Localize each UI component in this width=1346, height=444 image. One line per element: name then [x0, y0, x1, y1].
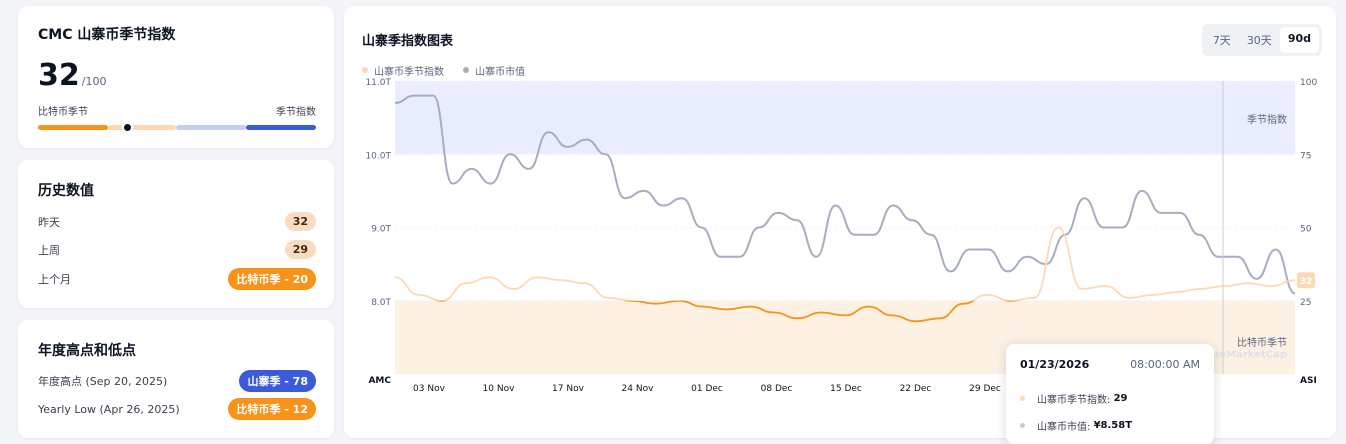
current-value-badge-bg: [1297, 272, 1315, 289]
right-tick-label: 100: [1300, 78, 1317, 88]
yearly-low-date: (Apr 26, 2025): [99, 402, 180, 416]
timeframe-tabs: 7天 30天 90d: [1201, 24, 1322, 56]
history-row-last-month: 上个月 比特币季 - 20: [38, 268, 316, 290]
yearly-low-row: Yearly Low (Apr 26, 2025) 比特币季 - 12: [38, 398, 316, 420]
left-tick-label: 9.0T: [371, 225, 391, 235]
yearly-card: 年度高点和低点 年度高点 (Sep 20, 2025) 山寨季 - 78 Yea…: [18, 320, 334, 438]
index-max: /100: [81, 75, 107, 88]
series-line-index-above: [395, 226, 1295, 301]
history-card: 历史数值 昨天 32 上周 29 上个月 比特币季 - 20: [18, 160, 334, 308]
tab-90d[interactable]: 90d: [1279, 27, 1319, 53]
left-tick-label: 10.0T: [365, 151, 391, 161]
x-tick-label: 17 Nov: [552, 384, 585, 394]
x-tick-label: 03 Nov: [413, 384, 446, 394]
x-tick-label: 01 Dec: [691, 384, 723, 394]
tooltip-cap-label: 山寨币市值:: [1037, 422, 1091, 433]
history-value-badge: 32: [284, 212, 316, 231]
history-value-badge: 比特币季 - 20: [228, 268, 316, 290]
yearly-high-text: 年度高点 (Sep 20, 2025): [38, 373, 167, 389]
yearly-high-row: 年度高点 (Sep 20, 2025) 山寨季 - 78: [38, 370, 316, 392]
history-row-last-week: 上周 29: [38, 240, 316, 259]
watermark: CoinMarketCap: [1201, 349, 1287, 360]
legend-label: 山寨币季节指数: [374, 66, 444, 78]
x-tick-label: 29 Dec: [969, 384, 1001, 394]
chart-tooltip: 01/23/2026 08:00:00 AM 山寨币季节指数: 29 山寨币市值…: [1006, 344, 1214, 444]
tooltip-cap-value: ¥8.58T: [1093, 420, 1133, 431]
left-tick-label: 11.0T: [365, 78, 391, 88]
gauge-knob: [121, 122, 133, 133]
series-line-market-cap: [394, 94, 1296, 295]
history-label: 昨天: [38, 215, 60, 229]
x-tick-label: 22 Dec: [900, 384, 932, 394]
yearly-high-date: (Sep 20, 2025): [85, 375, 168, 388]
yearly-high-badge: 山寨季 - 78: [239, 370, 316, 392]
yearly-low-text: Yearly Low (Apr 26, 2025): [38, 403, 180, 416]
legend-label: 山寨币市值: [475, 66, 526, 78]
tooltip-time: 08:00:00 AM: [1130, 358, 1200, 371]
altseason-zone: [395, 81, 1295, 155]
index-card-title: CMC 山寨币季节指数: [38, 27, 176, 43]
left-tick-label: 8.0T: [371, 298, 391, 308]
yearly-high-label: 年度高点: [38, 375, 82, 388]
gauge-seg-2: [108, 125, 176, 130]
chart-title: 山寨季指数图表: [362, 34, 454, 49]
x-tick-label: 15 Dec: [830, 384, 862, 394]
right-tick-label: 75: [1300, 151, 1311, 161]
tooltip-header: 01/23/2026 08:00:00 AM: [1020, 358, 1200, 371]
tooltip-index-value: 29: [1113, 393, 1128, 404]
right-axis-tag: ASI: [1300, 376, 1317, 386]
index-value-wrap: 32 /100: [38, 58, 106, 93]
legend-item-cap[interactable]: 山寨币市值: [463, 63, 525, 78]
index-card: CMC 山寨币季节指数 32 /100 比特币季节 季节指数: [18, 6, 334, 148]
legend-dot: [463, 67, 470, 73]
tooltip-date: 01/23/2026: [1020, 358, 1090, 371]
gauge-seg-1: [38, 125, 108, 130]
x-tick-label: 10 Nov: [483, 384, 516, 394]
altseason-label: 季节指数: [276, 107, 316, 118]
history-title: 历史数值: [38, 183, 94, 199]
current-value-badge: 32: [1300, 277, 1313, 287]
history-value-badge: 29: [284, 240, 316, 259]
tooltip-index-dot: [1020, 396, 1025, 401]
gauge-seg-3: [176, 125, 246, 130]
altseason-zone-label: 季节指数: [1247, 113, 1287, 126]
yearly-low-badge: 比特币季 - 12: [228, 398, 316, 420]
tooltip-cap-row: 山寨币市值: ¥8.58T: [1020, 418, 1200, 433]
x-tick-label: 08 Dec: [761, 384, 793, 394]
right-tick-label: 50: [1300, 225, 1312, 235]
tooltip-cap-dot: [1020, 423, 1025, 428]
yearly-title: 年度高点和低点: [38, 343, 136, 359]
tooltip-index-label: 山寨币季节指数:: [1037, 395, 1111, 406]
season-gauge: [38, 122, 316, 133]
bitcoin-zone-label: 比特币季节: [1237, 337, 1287, 349]
legend-item-index[interactable]: 山寨币季节指数: [362, 63, 444, 78]
tooltip-index-row: 山寨币季节指数: 29: [1020, 391, 1200, 406]
index-value: 32: [38, 58, 80, 93]
bitcoin-season-label: 比特币季节: [38, 107, 88, 118]
history-label: 上个月: [38, 273, 71, 286]
chart-legend: 山寨币季节指数 山寨币市值: [362, 58, 539, 78]
history-label: 上周: [38, 243, 60, 257]
yearly-low-label: Yearly Low: [38, 402, 97, 416]
left-axis-tag: AMC: [368, 376, 391, 386]
series-line-index-below: [435, 300, 1021, 323]
tab-30d[interactable]: 30天: [1246, 34, 1272, 47]
history-row-yesterday: 昨天 32: [38, 212, 316, 231]
tab-7d[interactable]: 7天: [1212, 34, 1231, 47]
gauge-seg-4: [246, 125, 316, 130]
right-tick-label: 25: [1300, 298, 1311, 308]
x-tick-label: 24 Nov: [622, 384, 655, 394]
legend-dot: [362, 67, 368, 73]
